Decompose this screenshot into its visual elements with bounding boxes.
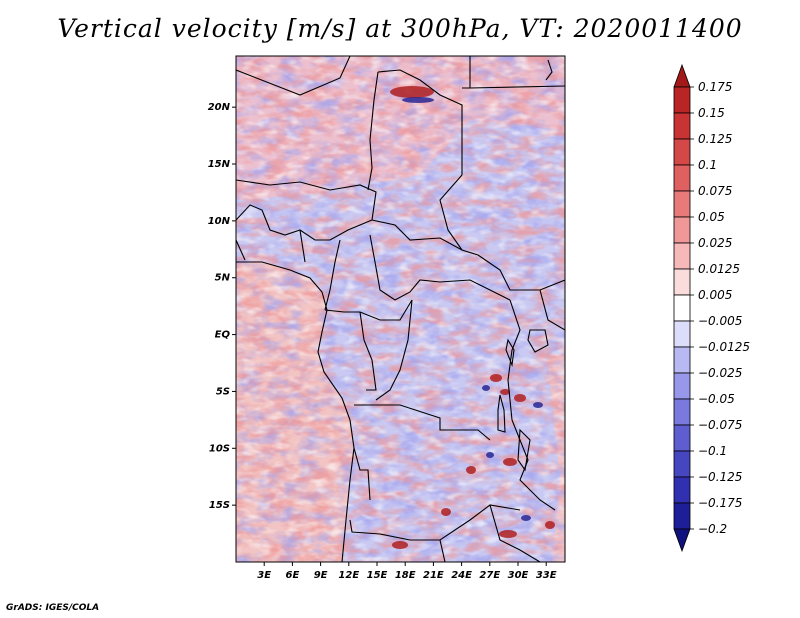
colorbar-swatch (673, 216, 691, 244)
lat-tick-label: 20N (208, 102, 231, 113)
colorbar-legend: 0.175 0.15 0.125 0.1 0.075 0.05 0.025 0.0125 0.0… (673, 63, 750, 553)
colorbar-swatch (673, 190, 691, 218)
lon-tick-label: 12E (338, 570, 359, 581)
lat-tick-label: 5S (216, 386, 230, 397)
lon-tick-label: 30E (508, 570, 529, 581)
footer-credit: GrADS: IGES/COLA (6, 603, 100, 613)
colorbar-swatch (673, 164, 691, 192)
lon-tick-label: 33E (536, 570, 557, 581)
lat-tick-label: EQ (215, 330, 231, 341)
colorbar-label: −0.025 (698, 366, 742, 380)
colorbar-label: 0.15 (698, 106, 725, 120)
colorbar-label: 0.175 (698, 80, 732, 94)
colorbar-swatch (673, 528, 691, 553)
map-title: Vertical velocity [m/s] at 300hPa, VT: 2… (57, 14, 743, 43)
colorbar-label: −0.005 (698, 314, 742, 328)
colorbar-swatch (673, 450, 691, 478)
colorbar-swatch (673, 476, 691, 504)
lon-tick-label: 9E (314, 570, 328, 581)
colorbar-label: −0.2 (698, 522, 727, 536)
colorbar-label: 0.1 (698, 158, 717, 172)
colorbar-swatch (673, 372, 691, 400)
colorbar-swatch (673, 424, 691, 452)
colorbar-label: 0.0125 (698, 262, 740, 276)
colorbar-swatch (673, 268, 691, 296)
lon-tick-label: 24E (451, 570, 472, 581)
lon-tick-label: 18E (395, 570, 416, 581)
colorbar-swatch (673, 63, 691, 88)
colorbar-label: −0.075 (698, 418, 742, 432)
colorbar-label: −0.0125 (698, 340, 750, 354)
lon-tick-label: 6E (286, 570, 300, 581)
colorbar-swatch (673, 502, 691, 530)
colorbar-swatch (673, 346, 691, 374)
lat-tick-label: 10N (208, 216, 231, 227)
colorbar-label: 0.005 (698, 288, 732, 302)
lon-tick-label: 3E (257, 570, 271, 581)
lat-axis: 20N 15N 10N 5N EQ 5S 10S 15S (208, 102, 236, 511)
field-layer (236, 56, 565, 562)
colorbar-label: −0.175 (698, 496, 742, 510)
lat-tick-label: 10S (209, 443, 230, 454)
map-frame (235, 55, 566, 563)
colorbar-label: 0.075 (698, 184, 732, 198)
lat-tick-label: 15N (208, 159, 231, 170)
colorbar-swatch (673, 138, 691, 166)
colorbar-swatch (673, 294, 691, 322)
colorbar-swatch (673, 242, 691, 270)
lat-tick-label: 15S (209, 500, 230, 511)
colorbar-label: −0.125 (698, 470, 742, 484)
colorbar-label: 0.05 (698, 210, 725, 224)
lon-tick-label: 21E (423, 570, 444, 581)
colorbar-swatch (673, 86, 691, 114)
lon-tick-label: 15E (367, 570, 388, 581)
country-borders (236, 56, 565, 562)
colorbar-swatch (673, 398, 691, 426)
colorbar-label: 0.125 (698, 132, 732, 146)
colorbar-label: −0.1 (698, 444, 727, 458)
lat-tick-label: 5N (215, 273, 231, 284)
colorbar-label: −0.05 (698, 392, 735, 406)
colorbar-swatch (673, 112, 691, 140)
colorbar-swatch (673, 320, 691, 348)
lon-tick-label: 27E (479, 570, 500, 581)
lon-axis: 3E 6E 9E 12E 15E 18E 21E 24E 27E 30E 33E (257, 562, 557, 581)
colorbar-label: 0.025 (698, 236, 732, 250)
